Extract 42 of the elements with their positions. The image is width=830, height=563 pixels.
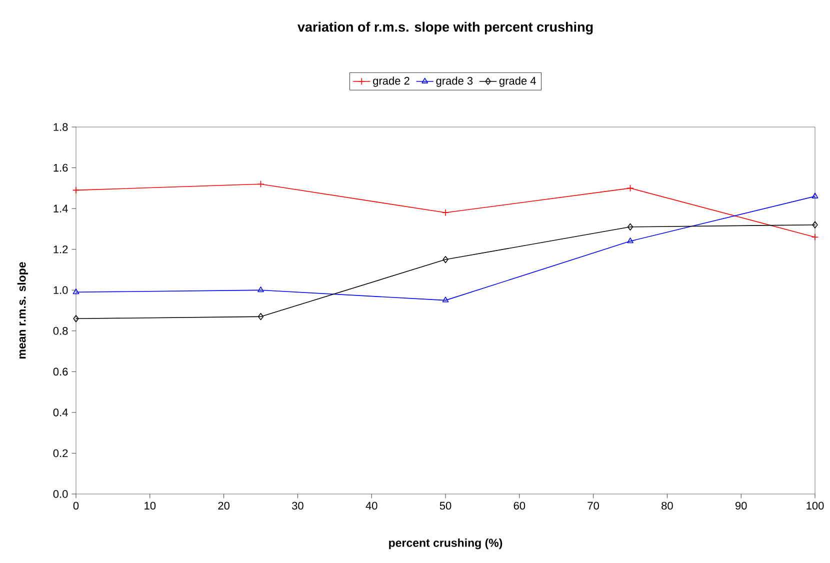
point	[626, 184, 634, 192]
x-axis-title: percent crushing (%)	[389, 538, 502, 550]
y-tick-label: 1.6	[54, 164, 68, 172]
x-tick-label: 70	[588, 502, 599, 510]
point	[73, 315, 79, 322]
point	[258, 286, 264, 292]
x-tick-label: 100	[806, 502, 824, 510]
x-tick-label: 60	[514, 502, 526, 510]
point	[442, 256, 448, 264]
x-tick-label: 40	[366, 502, 378, 510]
point	[811, 234, 819, 241]
legend-label: grade 3	[436, 76, 473, 87]
y-tick-label: 1.0	[54, 286, 68, 294]
x-tick-label: 80	[662, 502, 673, 510]
chart-title: variation of r.m.s. slope with percent crushing	[298, 22, 593, 34]
y-tick-label: 1.8	[54, 123, 68, 131]
y-tick-label: 0.0	[53, 490, 68, 498]
y-tick-label: 0.2	[53, 449, 68, 458]
y-tick-label: 1.4	[54, 204, 68, 212]
legend-label: grade 2	[373, 76, 410, 87]
point	[812, 221, 818, 228]
legend-label: grade 4	[499, 76, 536, 87]
y-tick-label: 0.4	[53, 408, 68, 416]
y-tick-label: 0.6	[53, 368, 68, 376]
x-tick-label: 0	[73, 502, 79, 510]
x-tick-label: 10	[144, 502, 156, 510]
point	[72, 186, 80, 194]
point	[442, 296, 449, 302]
y-tick-label: 0.8	[53, 327, 68, 335]
x-tick-label: 90	[736, 502, 747, 510]
x-tick-label: 30	[292, 502, 304, 510]
point	[812, 192, 818, 198]
point	[627, 238, 634, 244]
point	[258, 313, 264, 320]
x-tick-label: 50	[440, 502, 452, 510]
point	[72, 288, 80, 294]
point	[442, 209, 450, 216]
point	[627, 223, 634, 231]
x-tick-label: 20	[218, 502, 230, 510]
point	[257, 180, 264, 188]
y-tick-label: 1.2	[54, 246, 68, 254]
y-axis-title: mean r.m.s. slope	[17, 262, 28, 359]
